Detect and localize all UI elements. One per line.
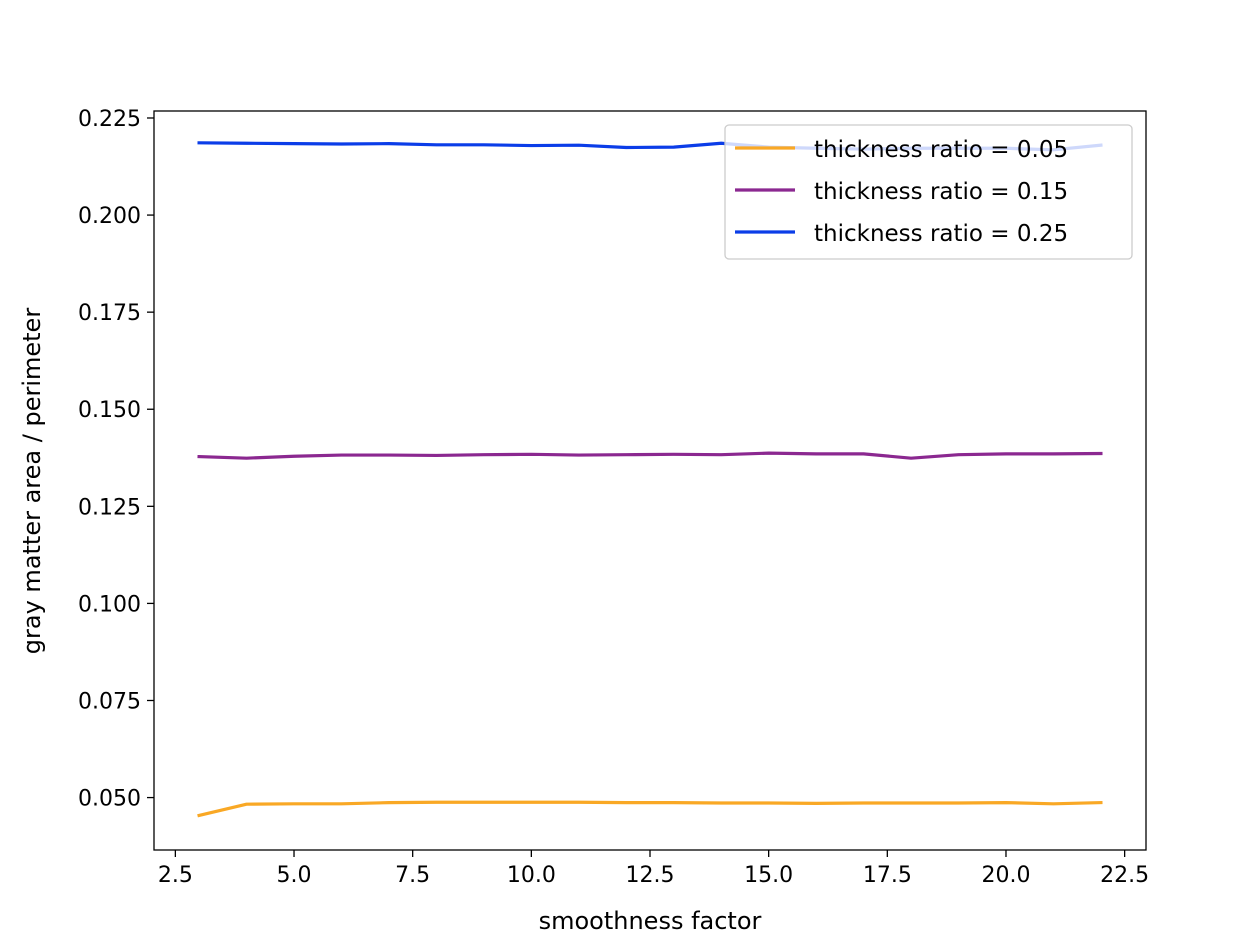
y-tick-label: 0.050 [78, 787, 141, 812]
y-tick-label: 0.200 [78, 204, 141, 229]
y-tick-label: 0.075 [78, 689, 141, 714]
x-tick-label: 12.5 [626, 863, 675, 888]
y-tick-label: 0.175 [78, 301, 141, 326]
x-tick-label: 2.5 [158, 863, 193, 888]
x-tick-label: 17.5 [863, 863, 912, 888]
series-line-1 [197, 451, 1103, 460]
y-axis-label: gray matter area / perimeter [18, 308, 46, 655]
y-tick-label: 0.100 [78, 592, 141, 617]
x-tick-label: 7.5 [395, 863, 430, 888]
y-axis-ticks: 0.050 0.075 0.100 0.125 0.150 0.175 0.200 0.225 [78, 107, 154, 812]
legend-entries: thickness ratio = 0.05 thickness ratio = … [735, 137, 1068, 247]
legend-label-0: thickness ratio = 0.05 [814, 137, 1068, 163]
y-tick-label: 0.225 [78, 107, 141, 132]
x-tick-label: 5.0 [277, 863, 312, 888]
legend: thickness ratio = 0.05 thickness ratio = … [724, 124, 1133, 260]
x-tick-label: 10.0 [507, 863, 556, 888]
legend-label-2: thickness ratio = 0.25 [814, 221, 1068, 247]
legend-label-1: thickness ratio = 0.15 [814, 179, 1068, 205]
y-tick-label: 0.125 [78, 495, 141, 520]
y-tick-label: 0.150 [78, 398, 141, 423]
x-tick-label: 20.0 [981, 863, 1030, 888]
x-axis-label: smoothness factor [539, 907, 762, 935]
x-tick-label: 15.0 [744, 863, 793, 888]
x-tick-label: 22.5 [1100, 863, 1149, 888]
legend-box [724, 124, 1133, 260]
x-axis-ticks: 2.5 5.0 7.5 10.0 12.5 15.0 17.5 20.0 22.5 [158, 850, 1149, 888]
series-line-0 [197, 800, 1103, 818]
